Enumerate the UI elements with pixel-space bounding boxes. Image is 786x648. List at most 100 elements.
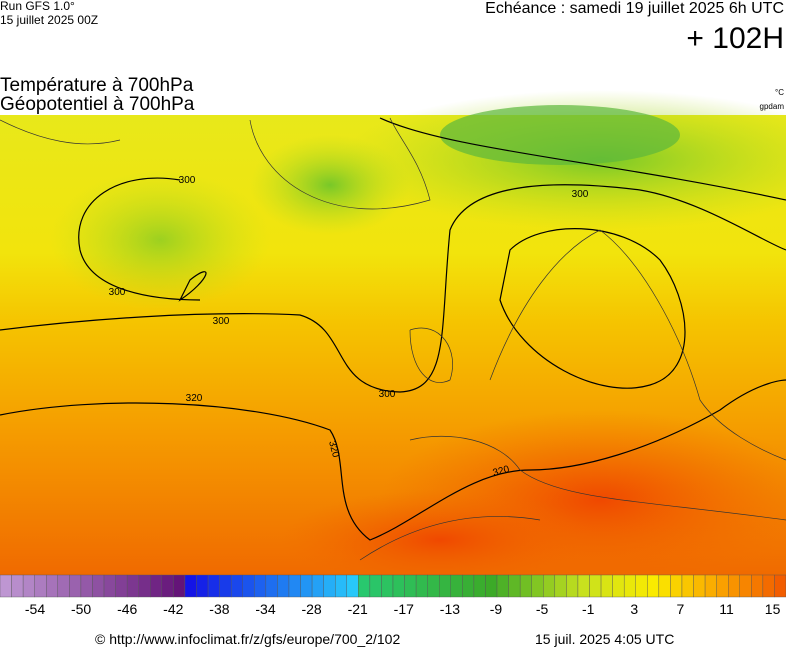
footer-date: 15 juil. 2025 4:05 UTC	[535, 631, 674, 647]
colorbar-swatch	[173, 574, 186, 598]
colorbar-swatch	[647, 574, 660, 598]
valid-label: Echéance : samedi 19 juillet 2025 6h UTC	[485, 0, 784, 17]
colorbar-swatch	[346, 574, 359, 598]
contour-label: 320	[186, 393, 203, 404]
colorbar-swatch	[508, 574, 521, 598]
colorbar-swatch	[323, 574, 336, 598]
run-label: Run GFS 1.0°	[0, 0, 75, 13]
colorbar-swatch	[46, 574, 58, 598]
unit2-label: gpdam	[760, 102, 785, 111]
colorbar-swatch	[184, 574, 197, 598]
contour-label: 320	[492, 464, 511, 479]
colorbar-swatch	[103, 574, 116, 598]
colorbar-swatch	[242, 574, 255, 598]
contour-label: 300	[379, 389, 396, 400]
title-geo: Géopotentiel à 700hPa	[0, 94, 195, 115]
colorbar-swatch	[150, 574, 163, 598]
colorbar-swatch	[554, 574, 567, 598]
colorbar-swatch	[126, 574, 139, 598]
colorbar-swatch	[716, 574, 729, 598]
colorbar-swatch	[138, 574, 151, 598]
colorbar-swatch	[115, 574, 128, 598]
colorbar-swatch	[566, 574, 579, 598]
colorbar-swatch	[462, 574, 475, 598]
colorbar-swatch	[69, 574, 82, 598]
colorbar-swatch	[427, 574, 440, 598]
colorbar-swatch	[254, 574, 267, 598]
colorbar-swatch	[519, 574, 532, 598]
footer-source: © http://www.infoclimat.fr/z/gfs/europe/…	[95, 631, 400, 647]
colorbar-swatch	[751, 574, 764, 598]
colorbar-label: 7	[677, 601, 685, 617]
colorbar-label: -54	[25, 601, 45, 617]
colorbar-swatch	[577, 574, 590, 598]
colorbar-swatch	[739, 574, 752, 598]
contour-label: 300	[572, 189, 589, 200]
colorbar-swatch	[404, 574, 417, 598]
colorbar-swatch	[485, 574, 498, 598]
colorbar-swatch	[600, 574, 613, 598]
colorbar-swatch	[219, 574, 232, 598]
colorbar-label: -5	[536, 601, 549, 617]
contour-label: 300	[179, 175, 196, 186]
colorbar-swatch	[635, 574, 648, 598]
colorbar-swatch	[681, 574, 694, 598]
colorbar-swatch	[415, 574, 428, 598]
colorbar-swatch	[22, 574, 35, 598]
colorbar-label: -28	[301, 601, 321, 617]
colorbar-swatch	[335, 574, 347, 598]
colorbar-swatch	[762, 574, 775, 598]
colorbar-label: -1	[582, 601, 595, 617]
colorbar-label: -17	[394, 601, 414, 617]
colorbar-swatch	[543, 574, 556, 598]
colorbar-swatch	[439, 574, 451, 598]
colorbar-label: 15	[765, 601, 781, 617]
colorbar-swatch	[623, 574, 636, 598]
contour-label: 300	[213, 316, 230, 327]
colorbar-swatch	[311, 574, 324, 598]
colorbar-swatch	[230, 574, 243, 598]
colorbar-swatch	[92, 574, 105, 598]
map	[0, 90, 786, 590]
colorbar-swatch	[450, 574, 463, 598]
colorbar-swatch	[207, 574, 220, 598]
colorbar-swatch	[473, 574, 486, 598]
colorbar-label: -13	[440, 601, 460, 617]
title-temp: Température à 700hPa	[0, 75, 194, 96]
colorbar-swatch	[288, 574, 301, 598]
colorbar-swatch	[277, 574, 290, 598]
colorbar-label: -21	[348, 601, 368, 617]
colorbar-swatch	[196, 574, 209, 598]
colorbar-swatch	[381, 574, 394, 598]
colorbar-label: 11	[719, 601, 734, 617]
unit-label: °C	[775, 88, 784, 97]
colorbar-label: -42	[163, 601, 183, 617]
coastlines	[0, 117, 786, 561]
colorbar-label: -50	[71, 601, 91, 617]
colorbar-swatch	[0, 574, 12, 598]
colorbar-swatch	[161, 574, 174, 598]
contour-label: 300	[109, 287, 126, 298]
colorbar-swatch	[589, 574, 602, 598]
colorbar-swatch	[612, 574, 625, 598]
colorbar-swatch	[774, 574, 786, 598]
colorbar-label: -9	[490, 601, 503, 617]
lead-label: + 102H	[686, 22, 784, 55]
colorbar-label: -34	[255, 601, 275, 617]
colorbar-swatch	[531, 574, 544, 598]
colorbar-swatch	[80, 574, 93, 598]
colorbar-swatch	[11, 574, 24, 598]
init-label: 15 juillet 2025 00Z	[0, 13, 98, 27]
colorbar-swatch	[34, 574, 47, 598]
colorbar-label: -46	[117, 601, 137, 617]
colorbar-swatch	[704, 574, 717, 598]
colorbar-swatch	[670, 574, 683, 598]
colorbar	[0, 574, 786, 598]
colorbar-swatch	[265, 574, 278, 598]
colorbar-swatch	[693, 574, 706, 598]
colorbar-swatch	[496, 574, 509, 598]
colorbar-swatch	[358, 574, 371, 598]
colorbar-swatch	[300, 574, 313, 598]
colorbar-swatch	[728, 574, 740, 598]
